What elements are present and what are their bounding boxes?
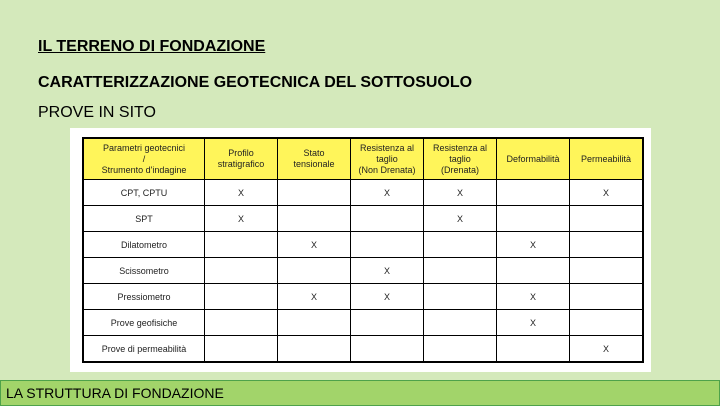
table-cell: [496, 205, 570, 232]
table-cell: [350, 205, 424, 232]
table-cell: [569, 205, 644, 232]
header-cell: Resistenza al taglio (Non Drenata): [350, 137, 424, 180]
table-cell: [277, 205, 351, 232]
table-cell: [496, 335, 570, 363]
table-cell: X: [496, 309, 570, 336]
table-row: Dilatometro X X: [82, 231, 644, 258]
table-image-panel: Parametri geotecnici / Strumento d'indag…: [70, 128, 651, 372]
table-cell: X: [350, 179, 424, 206]
table-cell: [350, 335, 424, 363]
table-row: Scissometro X: [82, 257, 644, 284]
table-cell: [204, 309, 278, 336]
table-cell: X: [204, 179, 278, 206]
table-cell: Prove geofisiche: [82, 309, 205, 336]
header-row: Parametri geotecnici / Strumento d'indag…: [82, 137, 644, 180]
header-cell: Permeabilità: [569, 137, 644, 180]
table-row: SPT X X: [82, 205, 644, 232]
footer-bar: LA STRUTTURA DI FONDAZIONE: [0, 380, 720, 406]
header-cell: Stato tensionale: [277, 137, 351, 180]
table-cell: [277, 309, 351, 336]
table-cell: X: [277, 231, 351, 258]
table-row: CPT, CPTU X X X X: [82, 179, 644, 206]
table-row: Prove geofisiche X: [82, 309, 644, 336]
table-cell: [277, 179, 351, 206]
table-cell: Prove di permeabilità: [82, 335, 205, 363]
table-cell: X: [423, 205, 497, 232]
prove-in-sito-table: Parametri geotecnici / Strumento d'indag…: [82, 137, 644, 363]
table-cell: [496, 257, 570, 284]
table-cell: X: [423, 179, 497, 206]
section-title: PROVE IN SITO: [38, 104, 156, 121]
table-cell: Dilatometro: [82, 231, 205, 258]
table-row: Pressiometro X X X: [82, 283, 644, 310]
table-cell: [277, 257, 351, 284]
main-title: IL TERRENO DI FONDAZIONE: [38, 38, 266, 55]
table-cell: [204, 231, 278, 258]
header-cell: Parametri geotecnici / Strumento d'indag…: [82, 137, 205, 180]
table-cell: [423, 283, 497, 310]
table-row: Prove di permeabilità X: [82, 335, 644, 363]
table-cell: [423, 231, 497, 258]
table-cell: [569, 257, 644, 284]
footer-label: LA STRUTTURA DI FONDAZIONE: [6, 385, 224, 401]
table-cell: [496, 179, 570, 206]
table-cell: X: [496, 231, 570, 258]
table-cell: [423, 335, 497, 363]
subtitle: CARATTERIZZAZIONE GEOTECNICA DEL SOTTOSU…: [38, 74, 473, 91]
header-cell: Profilo stratigrafico: [204, 137, 278, 180]
table-cell: [277, 335, 351, 363]
table-cell: [569, 309, 644, 336]
table-cell: SPT: [82, 205, 205, 232]
table-cell: [204, 335, 278, 363]
table-cell: [204, 257, 278, 284]
table-cell: [569, 283, 644, 310]
table-cell: CPT, CPTU: [82, 179, 205, 206]
table-cell: [423, 309, 497, 336]
table-cell: X: [569, 335, 644, 363]
table-cell: Scissometro: [82, 257, 205, 284]
table-cell: [204, 283, 278, 310]
table-cell: [423, 257, 497, 284]
table-cell: X: [496, 283, 570, 310]
table-cell: [350, 309, 424, 336]
table-cell: X: [569, 179, 644, 206]
table-cell: [569, 231, 644, 258]
header-cell: Resistenza al taglio (Drenata): [423, 137, 497, 180]
table-cell: X: [350, 257, 424, 284]
header-cell: Deformabilità: [496, 137, 570, 180]
table-cell: X: [277, 283, 351, 310]
table-cell: X: [350, 283, 424, 310]
table-cell: Pressiometro: [82, 283, 205, 310]
table-cell: X: [204, 205, 278, 232]
table-cell: [350, 231, 424, 258]
